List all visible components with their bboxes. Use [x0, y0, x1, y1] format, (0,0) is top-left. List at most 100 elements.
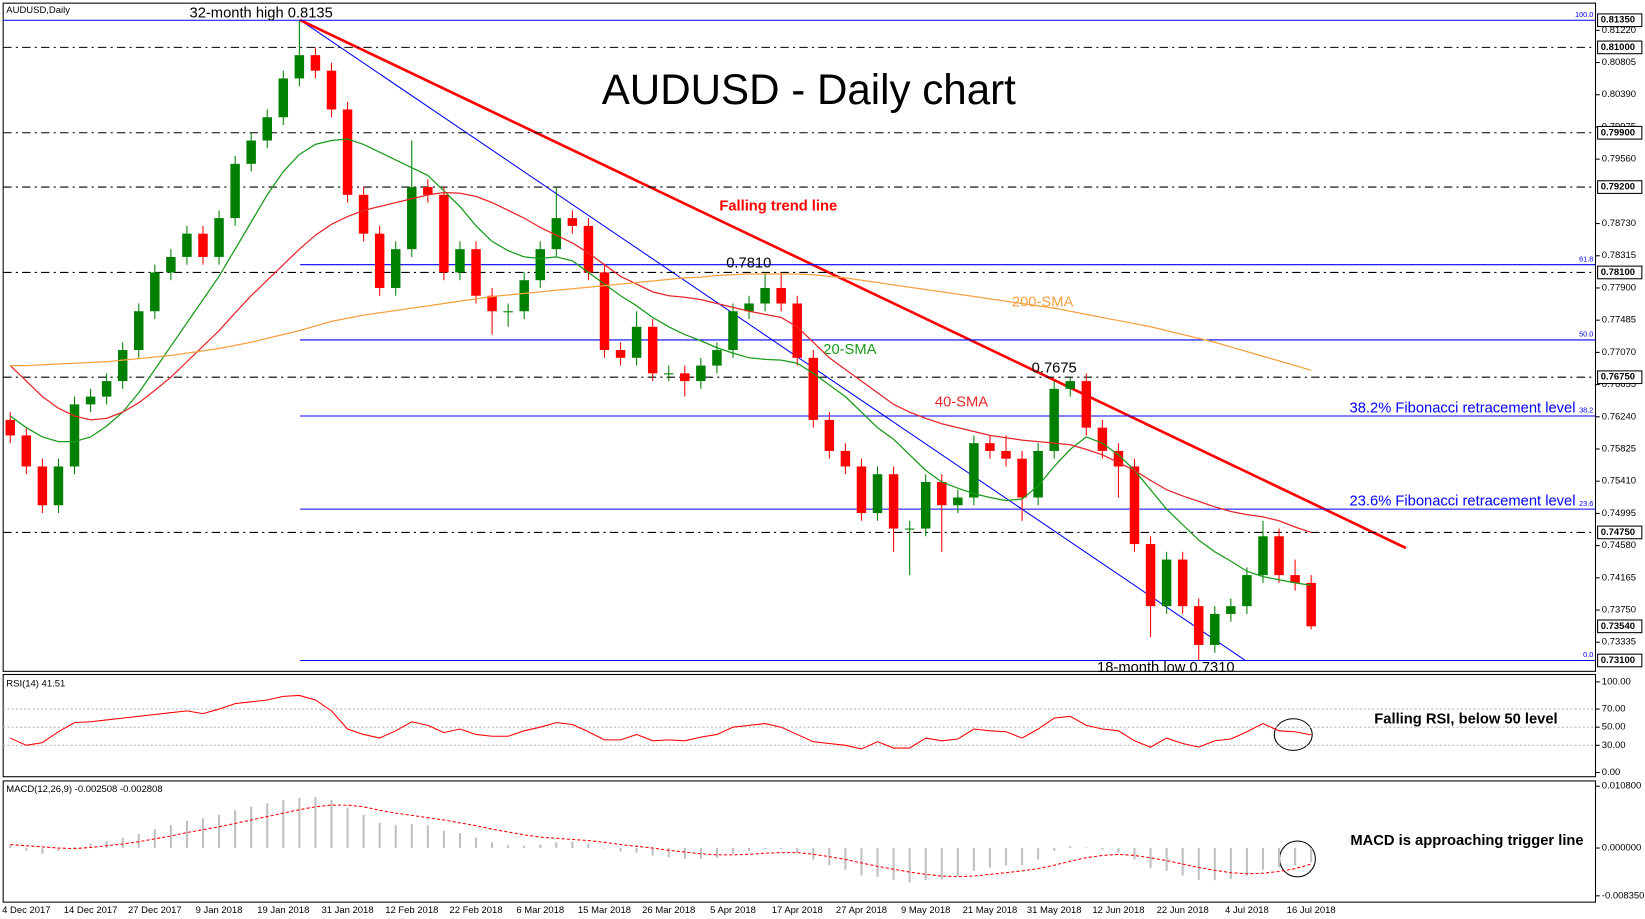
level-box: [1597, 40, 1643, 55]
macd-bar: [282, 799, 285, 849]
falling-trend-line: [299, 18, 1407, 550]
macd-bar: [394, 825, 397, 849]
macd-bar: [844, 848, 847, 870]
annotation: 0.7810: [726, 255, 771, 271]
macd-bar: [410, 823, 413, 849]
level-box: [1597, 653, 1643, 668]
candle-body: [471, 249, 481, 296]
annotation: 32-month high 0.8135: [190, 6, 333, 22]
candle-body: [551, 218, 562, 250]
candle-body: [101, 381, 112, 397]
x-tick-label: 17 Apr 2018: [772, 905, 823, 916]
rsi-circle: [1273, 718, 1313, 751]
level-box: [1597, 125, 1643, 140]
level-label: 0.79900: [1601, 127, 1635, 138]
candle-body: [1242, 575, 1252, 607]
candle-body: [1049, 388, 1059, 451]
candle-body: [1033, 450, 1043, 498]
rsi-title: RSI(14) 41.51: [6, 678, 65, 689]
macd-bar: [234, 810, 237, 849]
macd-bar: [812, 848, 815, 860]
candle-body: [535, 249, 545, 281]
macd-bar: [89, 843, 92, 849]
macd-bar: [378, 822, 381, 849]
x-tick-label: 15 Mar 2018: [578, 905, 631, 916]
y-tick-label: 0.75410: [1602, 476, 1636, 487]
x-tick-label: 27 Dec 2017: [128, 905, 182, 916]
macd-bar: [683, 848, 686, 859]
candle-body: [342, 109, 353, 195]
macd-bar: [651, 848, 654, 856]
macd-bar: [1117, 848, 1120, 853]
candle-body: [1113, 450, 1124, 467]
candle-body: [615, 350, 626, 358]
macd-bar: [876, 848, 879, 877]
candle-body: [712, 350, 722, 366]
x-tick-label: 31 Jan 2018: [321, 905, 373, 916]
candle-body: [824, 419, 835, 451]
level-box: [1597, 13, 1643, 28]
annotation: Falling trend line: [719, 198, 837, 214]
rsi-note: Falling RSI, below 50 level: [1374, 712, 1557, 728]
candle-body: [246, 140, 256, 164]
sma-label: 40-SMA: [935, 394, 988, 410]
macd-bar: [426, 825, 429, 849]
macd-bar: [1277, 848, 1281, 868]
level-label: 0.73540: [1601, 621, 1635, 632]
y-tick-label: 0.78730: [1602, 218, 1636, 229]
sma-label: 20-SMA: [823, 342, 876, 358]
candle-body: [503, 311, 513, 313]
macd-title: MACD(12,26,9) -0.002508 -0.002808: [6, 784, 162, 795]
candle-body: [872, 474, 883, 514]
macd-bar: [491, 842, 494, 849]
macd-bar: [169, 825, 172, 849]
macd-bar: [1181, 848, 1184, 876]
candle-body: [792, 303, 802, 358]
macd-note: MACD is approaching trigger line: [1350, 833, 1583, 849]
signal-line: [10, 804, 1312, 878]
candle-body: [310, 55, 321, 71]
candle-body: [888, 474, 899, 529]
y-tick-label: 0.79560: [1602, 154, 1636, 165]
level-label: 0.76750: [1601, 372, 1635, 383]
candle-body: [1306, 582, 1316, 627]
candle-body: [1258, 536, 1268, 576]
x-tick-label: 5 Apr 2018: [710, 905, 756, 916]
macd-bar: [153, 829, 156, 849]
macd-bar: [73, 846, 76, 849]
candle-body: [326, 70, 337, 110]
candle-body: [278, 78, 289, 118]
macd-bar: [956, 848, 959, 877]
y-tick-label: 100.00: [1602, 676, 1631, 687]
macd-bar: [137, 833, 140, 849]
macd-bar: [1004, 848, 1008, 866]
candle-body: [969, 443, 979, 498]
rsi-panel: [2, 673, 1597, 778]
macd-bar: [924, 848, 927, 881]
y-tick-label: 0.00: [1602, 767, 1620, 778]
candle-body: [583, 225, 594, 273]
candle-body: [1161, 559, 1172, 607]
y-tick-label: 70.00: [1602, 704, 1626, 715]
candle-body: [1177, 559, 1188, 607]
candle-body: [728, 311, 738, 351]
candle-body: [840, 450, 851, 467]
macd-bar: [940, 848, 943, 880]
y-tick-label: 0.78315: [1602, 250, 1636, 261]
candle-body: [407, 187, 417, 250]
macd-bar: [764, 848, 767, 850]
macd-bar: [298, 797, 301, 849]
x-tick-label: 22 Jun 2018: [1157, 905, 1209, 916]
candle-body: [1065, 381, 1075, 389]
candle-body: [567, 218, 578, 226]
candle-body: [487, 295, 497, 312]
candle-body: [85, 396, 96, 405]
fib-level: 61.8: [1579, 254, 1593, 263]
candle-body: [358, 194, 369, 234]
fib-level: 50.0: [1579, 330, 1593, 339]
candle-body: [664, 373, 674, 375]
candle-body: [53, 466, 64, 506]
candle-body: [262, 117, 272, 141]
macd-bar: [1021, 848, 1024, 866]
candle-body: [374, 233, 385, 288]
